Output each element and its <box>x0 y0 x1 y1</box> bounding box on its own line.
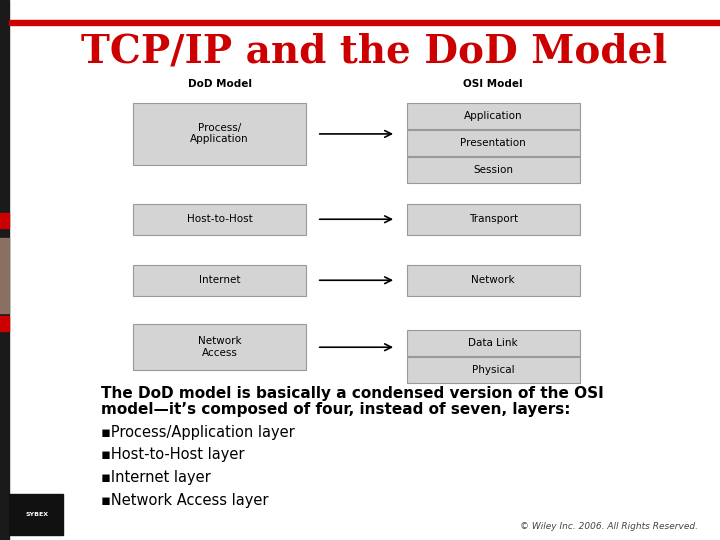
Text: Host-to-Host: Host-to-Host <box>186 214 253 224</box>
Text: Network: Network <box>472 275 515 285</box>
Text: Presentation: Presentation <box>460 138 526 147</box>
Text: DoD Model: DoD Model <box>188 79 251 89</box>
Text: ▪Internet layer: ▪Internet layer <box>101 470 210 485</box>
FancyBboxPatch shape <box>133 265 306 296</box>
Text: Data Link: Data Link <box>469 339 518 348</box>
Text: ▪Host-to-Host layer: ▪Host-to-Host layer <box>101 447 244 462</box>
FancyBboxPatch shape <box>407 204 580 235</box>
Text: The DoD model is basically a condensed version of the OSI: The DoD model is basically a condensed v… <box>101 386 603 401</box>
Text: Internet: Internet <box>199 275 240 285</box>
Text: Process/
Application: Process/ Application <box>190 123 249 145</box>
Text: Physical: Physical <box>472 366 515 375</box>
Text: Application: Application <box>464 111 523 120</box>
Text: Network
Access: Network Access <box>198 336 241 358</box>
Text: model—it’s composed of four, instead of seven, layers:: model—it’s composed of four, instead of … <box>101 402 570 417</box>
Text: © Wiley Inc. 2006. All Rights Reserved.: © Wiley Inc. 2006. All Rights Reserved. <box>521 522 698 531</box>
Text: ▪Network Access layer: ▪Network Access layer <box>101 492 269 508</box>
FancyBboxPatch shape <box>407 357 580 383</box>
Bar <box>9 20 720 25</box>
FancyBboxPatch shape <box>407 330 580 356</box>
Text: OSI Model: OSI Model <box>464 79 523 89</box>
Bar <box>0 238 9 313</box>
FancyBboxPatch shape <box>133 103 306 165</box>
FancyBboxPatch shape <box>133 324 306 370</box>
Bar <box>0 316 9 331</box>
Bar <box>0 0 9 540</box>
Bar <box>0 213 9 228</box>
Text: SYBEX: SYBEX <box>26 511 49 517</box>
Text: Session: Session <box>473 165 513 174</box>
Text: TCP/IP and the DoD Model: TCP/IP and the DoD Model <box>81 32 667 70</box>
FancyBboxPatch shape <box>407 157 580 183</box>
Bar <box>9 494 63 535</box>
Text: Transport: Transport <box>469 214 518 224</box>
Text: ▪Process/Application layer: ▪Process/Application layer <box>101 424 294 440</box>
FancyBboxPatch shape <box>407 130 580 156</box>
FancyBboxPatch shape <box>407 103 580 129</box>
FancyBboxPatch shape <box>407 265 580 296</box>
FancyBboxPatch shape <box>133 204 306 235</box>
